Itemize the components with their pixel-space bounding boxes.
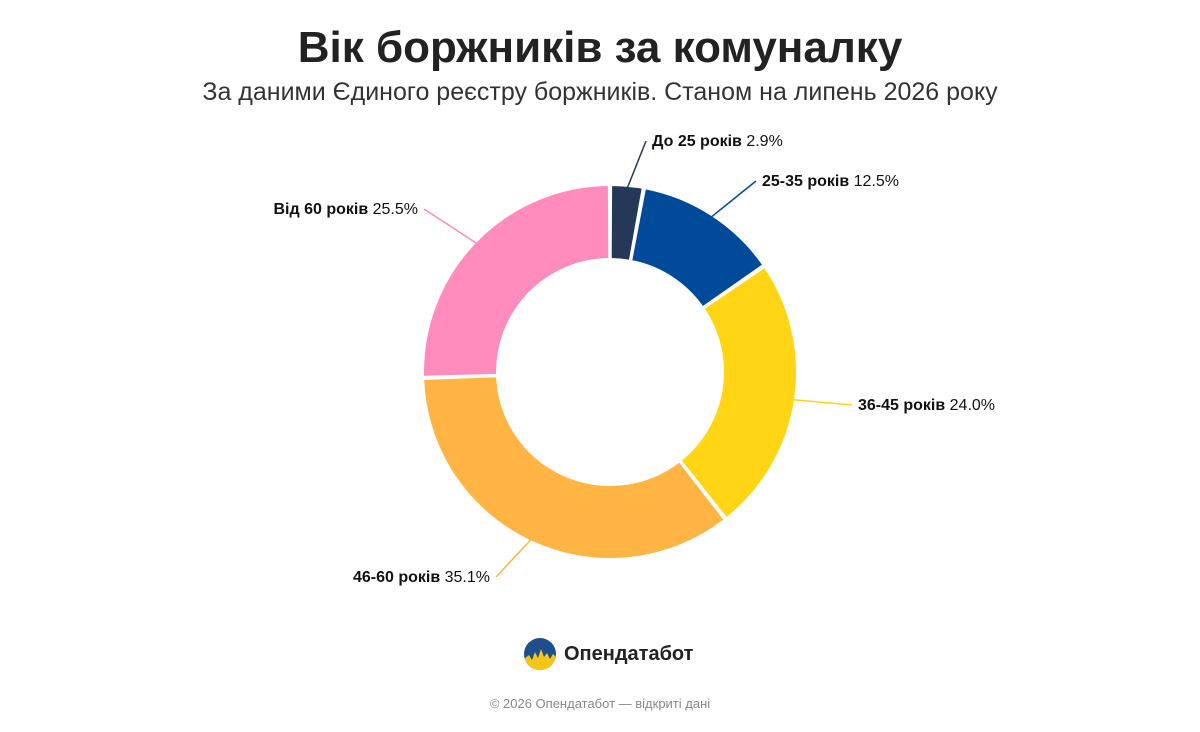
leader-line: [790, 398, 853, 406]
leader-line: [709, 180, 757, 220]
slice-value-label: 24.0%: [945, 397, 995, 414]
footer-copyright: © 2026 Опендатабот — відкриті дані: [489, 696, 711, 711]
slice-label: До 25 років 2.9%: [652, 133, 783, 150]
leader-line: [495, 537, 534, 578]
brand-name: Опендатабот: [564, 642, 694, 665]
leader-line: [423, 208, 479, 246]
slice-labels: До 25 років 2.9% 25-35 років 12.5% 36-45 р…: [274, 133, 996, 586]
donut-slice: [422, 375, 726, 560]
slice-label: 25-35 років 12.5%: [762, 173, 899, 190]
slice-category-label: 36-45 років: [858, 397, 945, 414]
slice-value-label: 12.5%: [849, 173, 899, 190]
slice-category-label: 25-35 років: [762, 173, 849, 190]
slice-label: Від 60 років 25.5%: [274, 201, 419, 218]
donut-slice: [630, 187, 765, 309]
slice-label: 46-60 років 35.1%: [353, 569, 490, 586]
label-leader-lines: [423, 140, 853, 578]
chart-title: Вік боржників за комуналку: [297, 23, 903, 72]
slice-category-label: Від 60 років: [274, 201, 369, 218]
donut-slice: [609, 184, 644, 262]
donut-slice: [422, 184, 611, 378]
slice-value-label: 25.5%: [368, 201, 418, 218]
chart-subtitle: За даними Єдиного реєстру боржників. Ста…: [202, 78, 998, 106]
donut-slices: [422, 184, 799, 560]
slice-category-label: До 25 років: [652, 133, 742, 150]
donut-slice: [679, 265, 799, 520]
slice-value-label: 35.1%: [440, 569, 490, 586]
opendatabot-logo-icon: [524, 638, 556, 670]
slice-label: 36-45 років 24.0%: [858, 397, 995, 414]
slice-value-label: 2.9%: [742, 133, 783, 150]
slice-category-label: 46-60 років: [353, 569, 440, 586]
brand: Опендатабот: [524, 636, 693, 672]
leader-line: [625, 140, 647, 191]
